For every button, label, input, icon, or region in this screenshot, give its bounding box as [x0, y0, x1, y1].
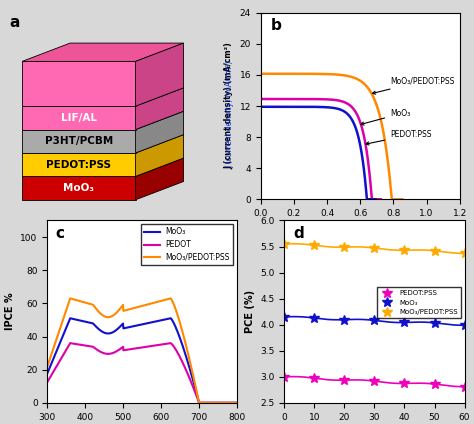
Polygon shape [136, 111, 183, 153]
PEDOT:PSS [311, 376, 317, 381]
Text: MoO₃/PEDOT:PSS: MoO₃/PEDOT:PSS [373, 77, 455, 94]
MoO₃/PEDOT:PSS [197, 400, 202, 405]
Text: J (current density) (mA/cm²): J (current density) (mA/cm²) [226, 61, 234, 168]
Polygon shape [136, 88, 183, 130]
MoO₃ [372, 318, 377, 323]
MoO₃ [67, 316, 73, 321]
Text: MoO₃: MoO₃ [361, 109, 410, 125]
PEDOT [131, 346, 137, 351]
MoO₃/PEDOT:PSS [188, 361, 193, 366]
MoO₃ [172, 322, 177, 327]
PEDOT [234, 400, 240, 405]
Polygon shape [22, 88, 183, 106]
Polygon shape [22, 153, 136, 176]
Text: d: d [293, 226, 304, 241]
MoO₃/PEDOT:PSS [401, 248, 407, 253]
PEDOT [78, 342, 84, 347]
Line: PEDOT: PEDOT [47, 343, 237, 403]
PEDOT:PSS [372, 379, 377, 384]
Text: PEDOT:PSS: PEDOT:PSS [366, 130, 432, 145]
Line: MoO₃: MoO₃ [47, 318, 237, 403]
MoO₃ [188, 368, 193, 374]
Legend: PEDOT:PSS, MoO₃, MoO₃/PEDOT:PSS: PEDOT:PSS, MoO₃, MoO₃/PEDOT:PSS [377, 287, 461, 318]
Y-axis label: IPCE %: IPCE % [5, 293, 15, 330]
Polygon shape [22, 130, 136, 153]
Polygon shape [22, 106, 136, 130]
PEDOT:PSS [462, 384, 467, 389]
PEDOT:PSS [432, 382, 438, 387]
Text: b: b [271, 18, 282, 33]
MoO₃/PEDOT:PSS [78, 299, 84, 304]
PEDOT [45, 379, 50, 385]
MoO₃/PEDOT:PSS [342, 245, 347, 250]
Line: MoO₃/PEDOT:PSS: MoO₃/PEDOT:PSS [280, 239, 469, 258]
Line: PEDOT:PSS: PEDOT:PSS [280, 372, 469, 392]
Text: MoO₃: MoO₃ [64, 183, 94, 193]
MoO₃ [156, 318, 162, 323]
Polygon shape [22, 43, 183, 61]
Text: PEDOT:PSS: PEDOT:PSS [46, 160, 111, 170]
MoO₃ [197, 400, 202, 405]
MoO₃ [462, 323, 467, 328]
MoO₃ [401, 320, 407, 325]
Polygon shape [22, 158, 183, 176]
MoO₃/PEDOT:PSS [131, 306, 137, 311]
Polygon shape [22, 135, 183, 153]
PEDOT:PSS [282, 374, 287, 379]
PEDOT [94, 347, 100, 352]
PEDOT [172, 345, 177, 350]
PEDOT:PSS [342, 377, 347, 382]
PEDOT [188, 378, 193, 383]
MoO₃/PEDOT:PSS [172, 303, 177, 308]
Y-axis label: J (current density) (mA/cm²): J (current density) (mA/cm²) [225, 42, 234, 170]
MoO₃/PEDOT:PSS [156, 299, 162, 304]
Polygon shape [22, 176, 136, 200]
MoO₃ [45, 371, 50, 376]
Polygon shape [136, 158, 183, 200]
MoO₃ [78, 318, 84, 323]
MoO₃/PEDOT:PSS [234, 400, 240, 405]
MoO₃/PEDOT:PSS [372, 245, 377, 251]
Legend: MoO₃, PEDOT, MoO₃/PEDOT:PSS: MoO₃, PEDOT, MoO₃/PEDOT:PSS [141, 224, 233, 265]
MoO₃ [311, 315, 317, 321]
MoO₃/PEDOT:PSS [462, 251, 467, 256]
MoO₃/PEDOT:PSS [67, 296, 73, 301]
MoO₃ [432, 320, 438, 325]
MoO₃ [131, 324, 137, 329]
PEDOT [156, 342, 162, 347]
Polygon shape [22, 61, 136, 106]
MoO₃/PEDOT:PSS [311, 243, 317, 248]
Line: MoO₃/PEDOT:PSS: MoO₃/PEDOT:PSS [47, 298, 237, 403]
PEDOT:PSS [401, 381, 407, 386]
Y-axis label: PCE (%): PCE (%) [245, 290, 255, 333]
Line: MoO₃: MoO₃ [280, 312, 469, 330]
MoO₃ [94, 324, 100, 329]
Text: a: a [9, 14, 19, 30]
MoO₃/PEDOT:PSS [94, 307, 100, 312]
MoO₃/PEDOT:PSS [282, 241, 287, 246]
MoO₃ [342, 317, 347, 322]
Polygon shape [136, 135, 183, 176]
Polygon shape [136, 43, 183, 106]
Text: c: c [55, 226, 64, 241]
MoO₃ [282, 314, 287, 319]
X-axis label: Voltage (V): Voltage (V) [329, 223, 391, 234]
Text: LIF/AL: LIF/AL [61, 113, 97, 123]
MoO₃/PEDOT:PSS [45, 364, 50, 369]
PEDOT [67, 340, 73, 346]
MoO₃ [234, 400, 240, 405]
MoO₃/PEDOT:PSS [432, 248, 438, 253]
Polygon shape [22, 111, 183, 130]
PEDOT [197, 400, 202, 405]
Text: P3HT/PCBM: P3HT/PCBM [45, 136, 113, 146]
